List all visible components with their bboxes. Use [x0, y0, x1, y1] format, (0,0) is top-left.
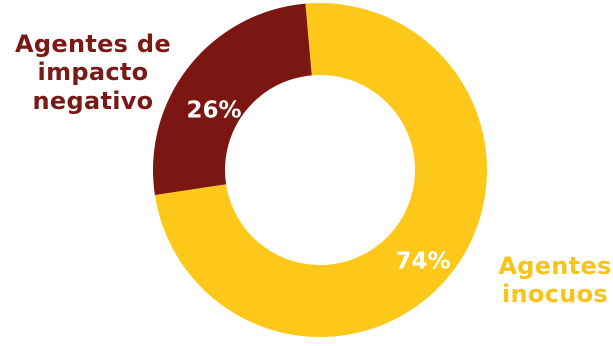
slice-value-agentes-impacto-negativo: 26%: [186, 98, 241, 124]
slice-value-agentes-inocuos: 74%: [395, 249, 450, 275]
slice-label-negative-line-1: Agentes de: [15, 30, 171, 58]
slice-label-negative: Agentes de impacto negativo: [2, 30, 184, 115]
slice-label-negative-line-3: negativo: [32, 86, 154, 115]
slice-label-positive-line-1: Agentes: [498, 252, 612, 280]
slice-label-negative-line-2: impacto: [37, 58, 149, 87]
donut-slices: [153, 3, 487, 338]
donut-slice-agentes-inocuos: [154, 3, 487, 338]
donut-slice-agentes-impacto-negativo: [153, 3, 312, 195]
slice-label-positive: Agentes inocuos: [493, 252, 613, 309]
slice-value-labels: 74% 26%: [186, 98, 450, 275]
slice-label-positive-line-2: inocuos: [502, 280, 608, 309]
